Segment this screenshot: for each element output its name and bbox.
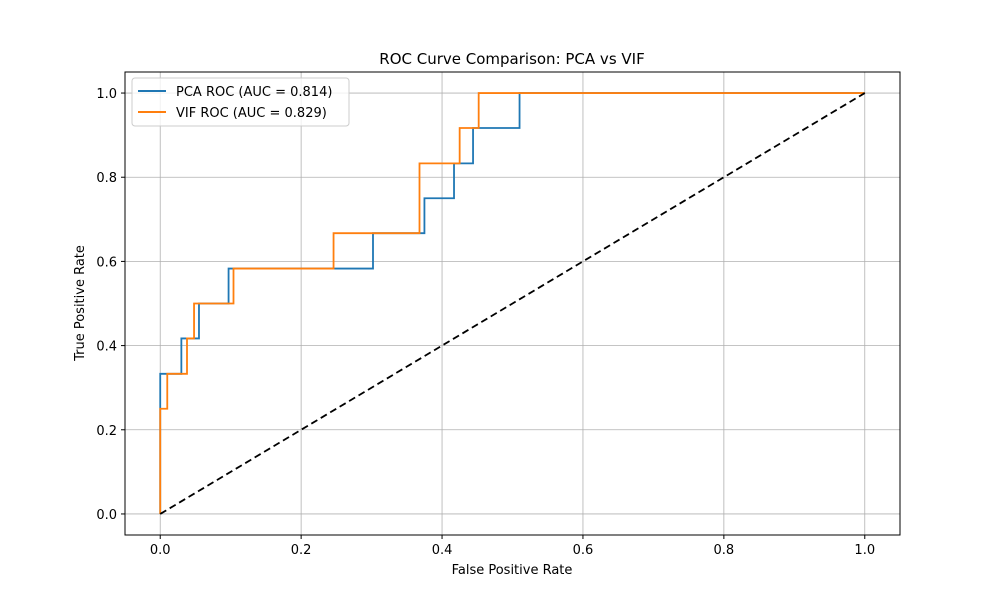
y-tick-label: 0.6 <box>96 255 117 270</box>
x-tick-label: 0.2 <box>291 543 312 558</box>
y-tick-label: 0.0 <box>96 508 117 523</box>
y-axis-label: True Positive Rate <box>73 245 88 362</box>
legend-box <box>131 77 350 127</box>
x-axis-label: False Positive Rate <box>452 563 573 578</box>
vif-roc-line <box>159 92 865 514</box>
y-tick-label: 0.4 <box>96 340 117 355</box>
x-tick-label: 0.4 <box>432 543 453 558</box>
ticks-layer: 0.0 0.2 0.4 0.6 0.8 1.0 0.0 0.2 0.4 0.6 0.8 1.0 <box>96 87 875 558</box>
x-tick-label: 0.0 <box>150 543 171 558</box>
y-tick-label: 0.8 <box>96 171 117 186</box>
chance-diagonal-line <box>159 92 866 515</box>
x-tick-label: 1.0 <box>854 543 875 558</box>
y-tick-label: 0.2 <box>96 424 117 439</box>
x-tick-label: 0.6 <box>573 543 594 558</box>
legend-label-vif: VIF ROC (AUC = 0.829) <box>176 106 327 121</box>
chart-title: ROC Curve Comparison: PCA vs VIF <box>379 50 644 68</box>
grid-layer <box>125 72 900 535</box>
y-tick-label: 1.0 <box>96 87 117 102</box>
legend: PCA ROC (AUC = 0.814) VIF ROC (AUC = 0.8… <box>131 77 350 127</box>
plot-frame <box>124 71 901 536</box>
lines-layer <box>159 92 866 515</box>
x-tick-label: 0.8 <box>714 543 735 558</box>
legend-label-pca: PCA ROC (AUC = 0.814) <box>176 85 332 100</box>
